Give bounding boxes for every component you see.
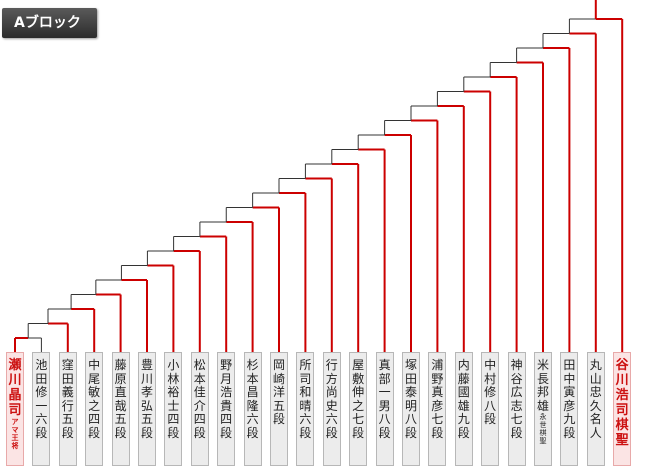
player-title: 六段 <box>35 412 48 440</box>
player-name: 行方尚史 <box>325 358 338 413</box>
player-cell: 瀬川晶司アマ王将 <box>6 352 24 466</box>
player-title: 五段 <box>272 398 285 426</box>
player-title: 七段 <box>352 412 365 440</box>
player-title: 五段 <box>61 412 74 440</box>
player-cell: 岡崎洋五段 <box>270 352 288 466</box>
player-cell: 神谷広志七段 <box>507 352 526 466</box>
player-name: 杉本昌隆 <box>246 358 259 413</box>
player-title: 永世棋聖 <box>539 413 547 445</box>
player-name: 窪田義行 <box>61 358 74 413</box>
block-label: Aブロック <box>2 8 97 38</box>
player-cell: 屋敷伸之七段 <box>349 352 368 466</box>
player-cell: 中村修八段 <box>481 352 500 466</box>
player-name: 浦野真彦 <box>431 358 444 413</box>
player-name: 屋敷伸之 <box>352 358 365 413</box>
player-name: 谷川浩司 <box>615 358 629 418</box>
player-name: 瀬川晶司 <box>8 358 22 418</box>
player-cell: 窪田義行五段 <box>58 352 77 466</box>
player-cell: 米長邦雄永世棋聖 <box>534 352 552 466</box>
player-cell: 池田修一六段 <box>32 352 51 466</box>
player-title: 名人 <box>589 412 602 440</box>
player-title: 八段 <box>378 412 391 440</box>
player-name: 田中寅彦 <box>563 358 576 413</box>
player-cell: 小林裕士四段 <box>164 352 183 466</box>
player-title: 七段 <box>431 412 444 440</box>
player-title: 六段 <box>299 412 312 440</box>
player-name: 松本佳介 <box>193 358 206 413</box>
player-title: 四段 <box>193 412 206 440</box>
tournament-bracket <box>14 0 624 352</box>
player-name: 中尾敏之 <box>88 358 101 413</box>
player-cell: 塚田泰明八段 <box>402 352 420 466</box>
player-cell: 真部一男八段 <box>375 352 394 466</box>
player-title: 六段 <box>325 412 338 440</box>
player-name: 藤原直哉 <box>114 358 127 413</box>
player-cell: 中尾敏之四段 <box>85 352 104 466</box>
player-name: 野月浩貴 <box>220 358 233 413</box>
player-cell: 杉本昌隆六段 <box>243 352 262 466</box>
player-title: 九段 <box>563 412 576 440</box>
player-title: 五段 <box>140 412 153 440</box>
player-title: 七段 <box>510 412 523 440</box>
player-title: 五段 <box>114 412 127 440</box>
player-cell: 内藤國雄九段 <box>454 352 473 466</box>
player-name: 豊川孝弘 <box>140 358 153 413</box>
player-name: 小林裕士 <box>167 358 180 413</box>
player-title: 八段 <box>404 412 417 440</box>
player-name: 塚田泰明 <box>404 358 417 413</box>
player-title: 九段 <box>457 412 470 440</box>
player-cell: 野月浩貴四段 <box>217 352 236 466</box>
player-cell: 田中寅彦九段 <box>560 352 579 466</box>
player-cell: 丸山忠久名人 <box>586 352 605 466</box>
player-name: 真部一男 <box>378 358 391 413</box>
player-cell: 豊川孝弘五段 <box>138 352 156 466</box>
player-title: 六段 <box>246 412 259 440</box>
player-name: 池田修一 <box>35 358 48 413</box>
player-name: 丸山忠久 <box>589 358 602 413</box>
player-name: 中村修 <box>484 358 497 399</box>
player-cell: 所司和晴六段 <box>296 352 315 466</box>
player-cell: 浦野真彦七段 <box>428 352 447 466</box>
player-title: アマ王将 <box>11 418 19 450</box>
player-name: 米長邦雄 <box>536 358 549 413</box>
player-cell: 藤原直哉五段 <box>111 352 130 466</box>
player-cell: 松本佳介四段 <box>190 352 209 466</box>
player-name: 所司和晴 <box>299 358 312 413</box>
player-name: 神谷広志 <box>510 358 523 413</box>
player-name: 岡崎洋 <box>272 358 285 399</box>
player-title: 棋聖 <box>615 418 629 448</box>
player-cell: 行方尚史六段 <box>322 352 341 466</box>
player-cell: 谷川浩司棋聖 <box>613 352 632 466</box>
player-title: 四段 <box>88 412 101 440</box>
player-title: 八段 <box>484 398 497 426</box>
player-title: 四段 <box>167 412 180 440</box>
player-name: 内藤國雄 <box>457 358 470 413</box>
player-title: 四段 <box>220 412 233 440</box>
